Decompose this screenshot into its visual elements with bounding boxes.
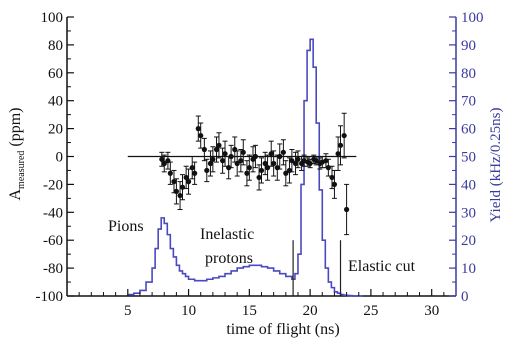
left-tick-label: -100: [36, 289, 64, 305]
left-tick-label: 60: [48, 66, 63, 82]
left-tick-label: 80: [48, 38, 63, 54]
data-point: [335, 151, 341, 157]
data-point: [222, 151, 228, 157]
left-axis-title-main: A: [7, 189, 24, 201]
data-point: [216, 142, 222, 148]
right-tick-label: 0: [461, 289, 469, 305]
left-tick-label: -60: [43, 233, 63, 249]
data-point: [192, 170, 198, 176]
data-point: [329, 174, 335, 181]
left-tick-label: 40: [48, 94, 63, 110]
x-tick-label: 15: [242, 303, 257, 319]
data-point: [289, 158, 295, 164]
data-point: [341, 132, 347, 139]
left-tick-label: -40: [43, 205, 63, 221]
data-point: [343, 206, 350, 213]
data-point: [268, 151, 274, 157]
left-axis-ticks: -100 -80 -60 -40 -20 0 20 40 60 80 100: [36, 10, 74, 305]
data-point: [207, 160, 214, 167]
data-point: [313, 158, 319, 164]
data-point: [189, 165, 195, 171]
right-tick-label: 90: [461, 38, 476, 54]
data-point: [177, 192, 183, 199]
right-tick-label: 20: [461, 233, 476, 249]
x-tick-label: 10: [181, 303, 196, 319]
left-axis-title: Ameasured (ppm): [7, 108, 27, 201]
annotation-inelastic-line2: protons: [205, 250, 253, 267]
data-point: [331, 181, 338, 187]
annotation-elastic-cut: Elastic cut: [348, 258, 416, 275]
data-point: [292, 160, 299, 167]
data-point: [234, 160, 240, 167]
data-point: [198, 132, 204, 139]
data-point: [183, 174, 189, 181]
right-axis-title: Yield (kHz/0.25ns): [488, 108, 504, 223]
data-point: [171, 179, 177, 185]
right-tick-label: 40: [461, 177, 476, 193]
yield-step-line: [127, 38, 363, 297]
data-point: [246, 165, 252, 171]
data-point: [240, 149, 246, 155]
right-tick-label: 80: [461, 66, 476, 82]
data-point: [204, 167, 210, 174]
left-axis-title-unit: (ppm): [7, 108, 24, 147]
data-point: [256, 174, 262, 181]
asymmetry-points: [159, 112, 350, 236]
x-axis-title: time of flight (ns): [226, 321, 339, 338]
data-point: [228, 153, 234, 160]
x-tick-label: 5: [124, 303, 132, 319]
x-tick-label: 30: [424, 303, 439, 319]
annotation-pions: Pions: [108, 218, 144, 235]
x-tick-label: 20: [303, 303, 318, 319]
left-tick-label: 20: [48, 122, 63, 138]
data-point: [252, 153, 259, 160]
right-axis-ticks: 0 10 20 30 40 50 60 70 80 90 100: [449, 10, 484, 305]
right-tick-label: 70: [461, 94, 476, 110]
left-axis-title-sub: measured: [16, 151, 27, 189]
data-point: [238, 158, 244, 164]
data-point: [271, 160, 277, 167]
left-tick-label: -80: [43, 261, 63, 277]
annotation-inelastic-line1: Inelastic: [200, 226, 254, 243]
data-point: [201, 146, 207, 153]
right-tick-label: 100: [461, 10, 484, 26]
data-point: [277, 153, 283, 160]
data-point: [195, 126, 201, 132]
x-tick-label: 25: [363, 303, 378, 319]
right-tick-label: 10: [461, 261, 476, 277]
data-point: [220, 158, 226, 164]
data-point: [167, 170, 173, 176]
data-point: [173, 188, 180, 194]
x-axis-ticks: 5 10 15 20 25 30: [78, 289, 445, 319]
data-point: [337, 142, 344, 148]
right-tick-label: 60: [461, 122, 476, 138]
right-tick-label: 50: [461, 150, 476, 166]
data-point: [161, 160, 167, 167]
data-point: [210, 156, 216, 162]
left-tick-label: 0: [56, 150, 64, 166]
data-point: [213, 146, 220, 153]
data-point: [258, 167, 265, 174]
data-point: [295, 156, 301, 162]
data-point: [262, 160, 268, 167]
data-point: [185, 179, 192, 185]
right-tick-label: 30: [461, 205, 476, 221]
data-point: [283, 170, 289, 176]
left-tick-label: -20: [43, 177, 63, 193]
data-point: [159, 156, 165, 162]
data-point: [307, 160, 313, 167]
data-point: [280, 149, 286, 155]
data-point: [244, 170, 250, 176]
cut-lines: [292, 240, 342, 296]
yield-histogram: [127, 38, 363, 297]
left-tick-label: 100: [41, 10, 64, 26]
